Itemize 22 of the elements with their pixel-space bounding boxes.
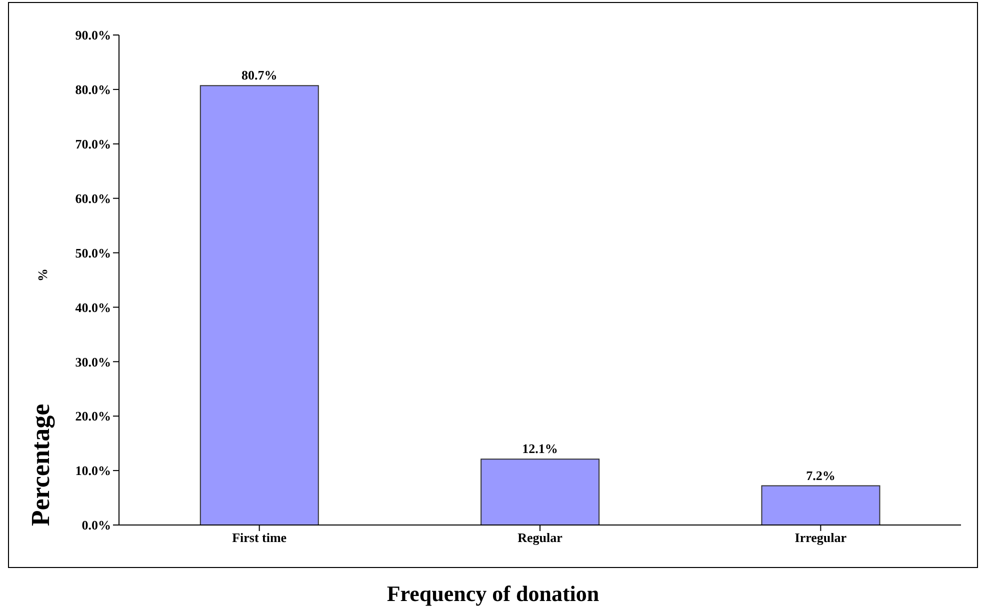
text: %	[35, 268, 51, 282]
data-label: 80.7%	[242, 68, 278, 83]
data-label: 7.2%	[806, 468, 836, 483]
y-tick-label: 70.0%	[75, 136, 111, 152]
y-axis-title: Percentage	[26, 404, 56, 526]
x-tick-label: First time	[232, 530, 287, 546]
x-tick-label: Irregular	[794, 530, 847, 546]
y-tick-label: 60.0%	[75, 190, 111, 206]
bar	[200, 85, 319, 525]
y-tick-label: 90.0%	[75, 28, 111, 43]
y-tick-label: 10.0%	[75, 463, 111, 478]
x-axis-title: Frequency of donation	[386, 581, 600, 607]
y-tick-label: 40.0%	[75, 300, 111, 315]
bar	[480, 458, 600, 525]
data-label: 12.1%	[522, 441, 558, 456]
y-tick-label: 20.0%	[75, 408, 111, 424]
y-tick-label: 30.0%	[75, 354, 111, 370]
y-tick-label: 0.0%	[82, 518, 111, 533]
x-tick-label: Regular	[518, 530, 563, 546]
bar	[761, 485, 880, 525]
y-tick-label: 50.0%	[75, 245, 111, 260]
y-tick-label: 80.0%	[75, 82, 111, 98]
